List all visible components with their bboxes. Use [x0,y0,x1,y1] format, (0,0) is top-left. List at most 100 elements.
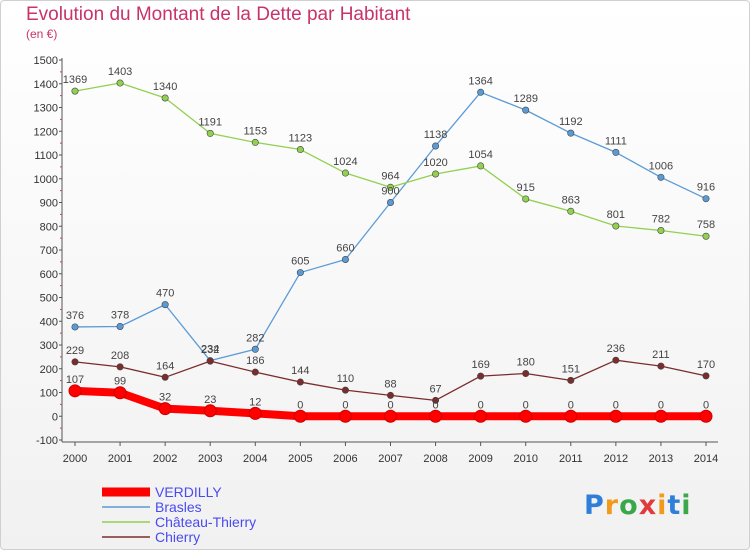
data-point [522,106,530,114]
data-label: 964 [381,170,399,182]
data-point [432,396,440,404]
data-label: 0 [658,399,664,411]
data-label: 376 [66,310,84,322]
chart-data-labels: 376 378 470 234 282 605 660 900 1138 1364 1289 1192… [63,66,715,411]
data-point [296,378,304,386]
data-point [702,372,710,380]
data-point [203,404,217,418]
data-point [116,322,124,330]
y-tick-label: 300 [40,340,58,352]
data-label: 32 [159,392,171,404]
data-label: 236 [607,343,625,355]
data-point [477,162,485,170]
data-point [564,409,578,423]
x-tick-label: 2000 [63,453,87,465]
data-label: 0 [613,399,619,411]
chart-title: Evolution du Montant de la Dette par Hab… [26,4,411,25]
data-label: 758 [697,219,715,231]
data-label: 605 [291,256,309,268]
data-label: 863 [562,194,580,206]
data-point [206,129,214,137]
data-label: 99 [114,376,126,388]
data-point [567,129,575,137]
x-tick-label: 2012 [604,453,628,465]
x-tick-label: 2009 [468,453,492,465]
x-tick-label: 2006 [333,453,357,465]
data-point [341,255,349,263]
data-label: 107 [66,374,84,386]
y-tick-label: 400 [40,316,58,328]
x-tick-label: 2013 [649,453,673,465]
data-point [113,386,127,400]
y-tick-label: 1100 [34,150,58,162]
x-tick-label: 2011 [559,453,583,465]
legend-label: Château-Thierry [155,514,256,530]
y-tick-label: 500 [40,293,58,305]
data-label: 1054 [468,149,492,161]
data-label: 1191 [198,116,222,128]
data-point [384,409,397,423]
data-label: 660 [336,243,354,255]
data-label: 232 [201,344,219,356]
data-point [657,362,665,370]
data-label: 1369 [63,74,87,86]
data-label: 164 [156,360,174,372]
data-point [612,222,620,230]
data-label: 169 [471,359,489,371]
x-tick-label: 2007 [378,453,402,465]
data-label: 0 [387,399,393,411]
data-point [654,409,668,423]
data-label: 0 [478,399,484,411]
data-point [477,372,485,380]
y-tick-label: 600 [40,269,58,281]
data-label: 916 [697,182,715,194]
y-tick-label: 0 [52,411,58,423]
data-label: 1123 [289,133,313,145]
data-point [609,409,623,423]
data-label: 1024 [333,156,357,168]
data-label: 211 [652,349,670,361]
chart-unit: (en €) [26,27,58,41]
data-label: 1340 [153,81,177,93]
y-tick-label: 900 [40,198,58,210]
x-tick-label: 2004 [243,453,267,465]
series-line-brasles [74,91,707,362]
data-point [522,369,530,377]
x-tick-label: 2010 [513,453,537,465]
data-point [702,232,710,240]
data-point [161,94,169,102]
data-point [522,195,530,203]
y-tick-label: 1000 [34,174,58,186]
data-label: 186 [246,355,264,367]
data-point [567,207,575,215]
data-point [567,376,575,384]
data-point [474,409,488,423]
data-label: 1403 [108,66,132,78]
data-point [161,301,169,309]
data-point [158,402,172,416]
data-point [116,79,124,87]
data-label: 0 [568,399,574,411]
x-tick-label: 2001 [108,453,132,465]
data-label: 12 [249,396,261,408]
y-tick-label: 200 [40,364,58,376]
data-point [251,138,259,146]
data-label: 0 [433,399,439,411]
data-label: 1020 [423,157,447,169]
x-tick-label: 2003 [198,453,222,465]
legend-label: Chierry [155,529,200,545]
data-label: 110 [337,373,355,385]
data-label: 1006 [649,160,673,172]
y-tick-label: -100 [36,435,58,447]
x-tick-label: 2014 [694,453,718,465]
data-label: 378 [111,309,129,321]
y-tick-label: 1200 [34,126,58,138]
legend-label: VERDILLY [155,484,222,500]
data-point [429,409,443,423]
data-point [519,409,533,423]
data-label: 1192 [559,116,583,128]
data-label: 88 [384,378,396,390]
data-label: 208 [111,350,129,362]
